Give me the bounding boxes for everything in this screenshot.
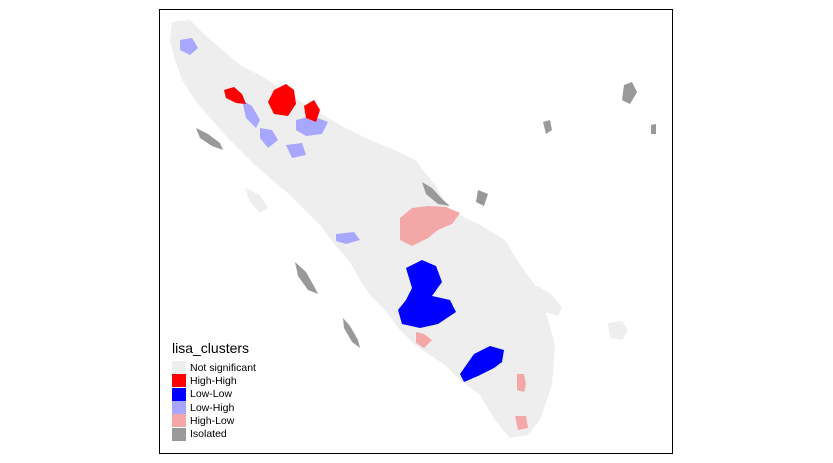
- region-isolated-nias: [295, 262, 318, 294]
- legend-swatch: [172, 361, 186, 375]
- legend-title: lisa_clusters: [172, 340, 250, 356]
- region-bangka: [522, 286, 562, 316]
- region-high-high-3: [304, 100, 320, 122]
- region-isolated-simeulue: [196, 128, 223, 150]
- sumatra-map: [170, 20, 656, 438]
- region-low-high-2: [260, 128, 278, 148]
- region-high-low-lampung-1: [517, 374, 526, 392]
- region-low-high-aceh: [180, 38, 198, 55]
- legend-entry-low-low: Low-Low: [172, 387, 256, 401]
- legend-label: Low-High: [190, 401, 235, 414]
- region-isolated-small-east: [651, 124, 656, 134]
- region-high-low-lampung-2: [515, 416, 528, 430]
- legend-entry-not-significant: Not significant: [172, 361, 256, 375]
- legend-swatch: [172, 427, 186, 441]
- region-high-high-1: [224, 87, 246, 104]
- legend-swatch: [172, 387, 186, 401]
- region-low-high-4: [286, 143, 306, 158]
- legend-entry-high-low: High-Low: [172, 414, 256, 428]
- legend-label: Not significant: [190, 361, 256, 374]
- legend-entry-low-high: Low-High: [172, 401, 256, 415]
- legend-swatch: [172, 401, 186, 415]
- region-isolated-natuna: [622, 82, 637, 104]
- region-low-high-3: [296, 116, 328, 136]
- region-low-low-1: [398, 260, 456, 328]
- region-high-high-2: [268, 84, 296, 116]
- region-belitung: [608, 321, 628, 340]
- legend-swatch: [172, 374, 186, 388]
- legend-label: High-High: [190, 374, 237, 387]
- region-isolated-riau-small: [476, 190, 488, 206]
- map-panel: lisa_clusters Not significant High-High …: [159, 9, 673, 454]
- region-isolated-anambas: [543, 120, 552, 134]
- region-high-low-jambi: [416, 332, 432, 348]
- region-high-low-riau: [400, 206, 460, 246]
- region-isolated-mentawai: [343, 318, 360, 348]
- region-mainland: [170, 20, 555, 438]
- region-low-low-2: [460, 346, 504, 382]
- legend-swatch: [172, 414, 186, 428]
- legend-entry-high-high: High-High: [172, 374, 256, 388]
- region-island-west: [245, 188, 268, 213]
- legend-label: Low-Low: [190, 388, 233, 401]
- region-low-high-5: [336, 232, 360, 244]
- legend-entry-isolated: Isolated: [172, 427, 256, 441]
- legend-label: Isolated: [190, 428, 227, 441]
- region-low-high-1: [242, 100, 260, 128]
- legend-label: High-Low: [190, 414, 235, 427]
- legend: lisa_clusters Not significant High-High …: [172, 340, 256, 441]
- region-isolated-riau-islands: [422, 182, 450, 206]
